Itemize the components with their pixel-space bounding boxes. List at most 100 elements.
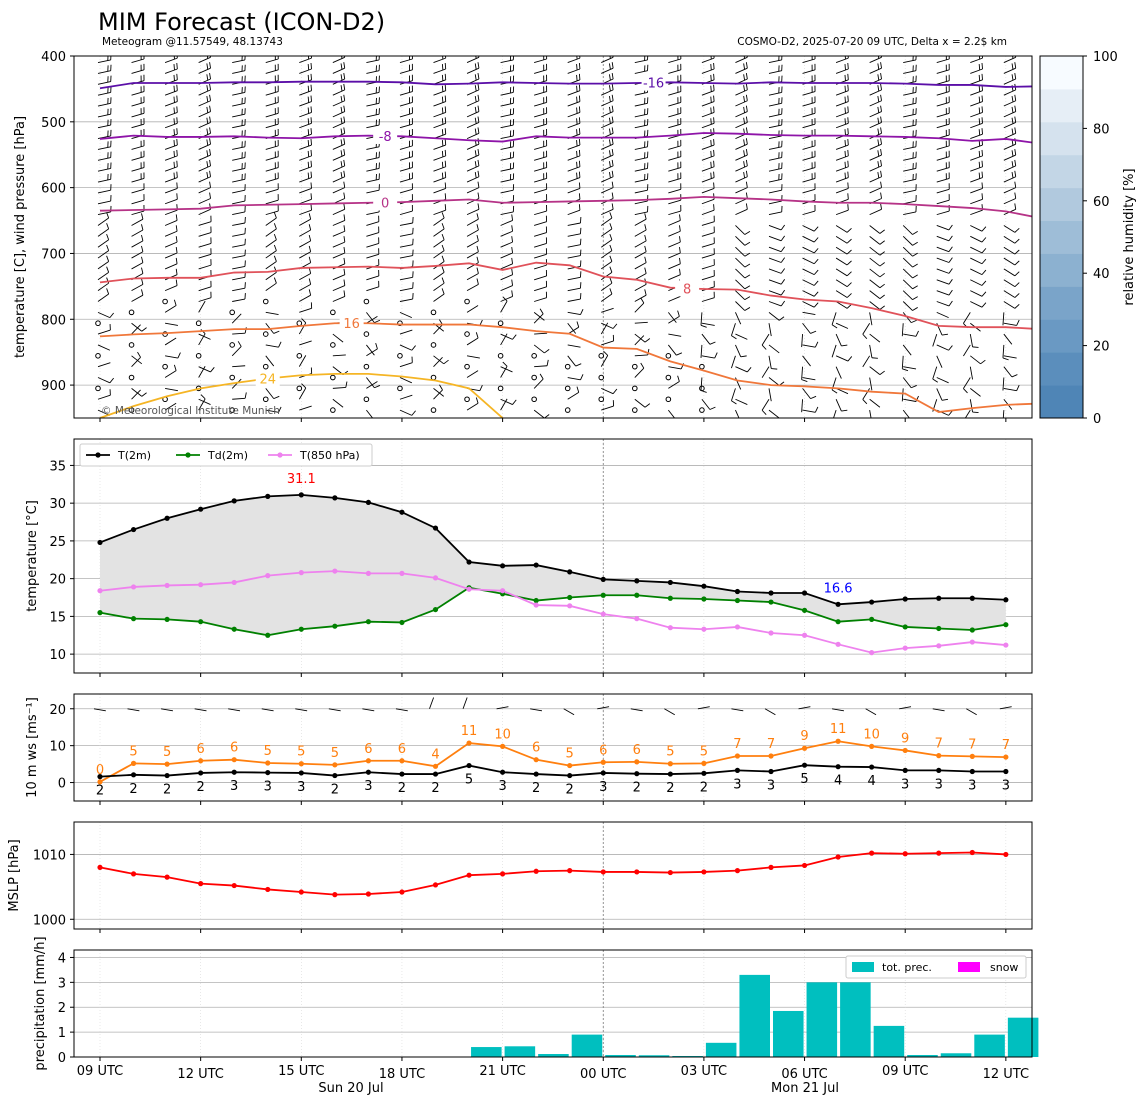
series-point	[399, 620, 404, 625]
isotherm-label: -16	[643, 77, 664, 92]
wind-barb-flag	[579, 63, 580, 69]
wind-barb-flag	[445, 150, 446, 156]
wind-barb-flag	[442, 75, 443, 81]
wind-ytick-label: 0	[58, 777, 66, 792]
wind-barb-flag	[982, 117, 983, 123]
series-point	[936, 643, 941, 648]
series-point	[433, 882, 438, 887]
wind-barb-flag	[1003, 423, 1009, 425]
colorbar-tick-label: 0	[1093, 412, 1101, 427]
wind-barb-flag	[845, 107, 846, 113]
series-point	[198, 881, 203, 886]
gust-value-label: 7	[767, 737, 775, 752]
wind-barb-flag	[848, 139, 849, 145]
gust-value-label: 5	[666, 745, 674, 760]
series-point	[131, 772, 136, 777]
wind-barb-flag	[848, 63, 849, 69]
series-point	[668, 761, 673, 766]
wind-barb-flag	[982, 74, 983, 80]
wind-barb-flag	[714, 96, 715, 102]
wind-barb-flag	[848, 85, 849, 91]
series-point	[1003, 852, 1008, 857]
series-point	[735, 589, 740, 594]
series-point	[903, 645, 908, 650]
wind-barb-flag	[979, 118, 980, 124]
wind-barb-flag	[714, 204, 715, 210]
series-point	[802, 590, 807, 595]
series-point	[366, 500, 371, 505]
wind-barb-flag	[308, 129, 309, 135]
wind-barb-flag	[711, 173, 712, 179]
wind-barb-flag	[577, 64, 578, 70]
series-point	[634, 771, 639, 776]
mean-wind-value-label: 3	[599, 780, 607, 795]
series-point	[534, 602, 539, 607]
mean-wind-value-label: 3	[901, 777, 909, 792]
cross-section-ytick-label: 400	[41, 50, 66, 65]
series-point	[634, 578, 639, 583]
isotherm-label: 24	[259, 373, 276, 388]
colorbar-segment	[1040, 253, 1083, 286]
wind-barb-flag	[714, 172, 715, 178]
legend-label: Td(2m)	[207, 449, 248, 462]
wind-barb-flag	[872, 358, 878, 359]
series-point	[970, 627, 975, 632]
series-point	[802, 608, 807, 613]
gust-value-label: 0	[96, 763, 104, 778]
wind-barb-flag	[311, 74, 312, 80]
cross-section-ytick-label: 800	[41, 313, 66, 328]
chart-title: MIM Forecast (ICON-D2)	[98, 8, 385, 36]
wind-barb-flag	[308, 64, 309, 70]
mslp-frame	[74, 822, 1032, 929]
precipitation-ytick-label: 4	[58, 951, 66, 966]
wind-barb-flag	[445, 182, 446, 188]
series-point	[601, 760, 606, 765]
series-point	[97, 610, 102, 615]
wind-barb-flag	[174, 118, 175, 124]
wind-barb-flag	[577, 75, 578, 81]
wind-barb-flag	[973, 412, 979, 413]
wind-barb-flag	[174, 151, 175, 157]
wind-barb-flag	[308, 173, 309, 179]
series-point	[534, 771, 539, 776]
wind-barb-flag	[577, 140, 578, 146]
gust-value-label: 6	[398, 742, 406, 757]
wind-barb-flag	[714, 182, 715, 188]
series-point	[198, 770, 203, 775]
series-point	[500, 744, 505, 749]
wind-barb-flag	[577, 107, 578, 113]
mean-wind-value-label: 2	[129, 782, 137, 797]
series-point	[768, 753, 773, 758]
wind-barb-flag	[442, 162, 443, 168]
series-point	[466, 559, 471, 564]
wind-barb-flag	[311, 96, 312, 102]
series-point	[433, 607, 438, 612]
legend-label: T(850 hPa)	[299, 449, 360, 462]
precip-bar	[840, 982, 871, 1057]
wind-barb-flag	[848, 52, 849, 58]
wind-barb-flag	[979, 75, 980, 81]
series-point	[299, 627, 304, 632]
series-point	[768, 599, 773, 604]
x-tick-label: 09 UTC	[882, 1064, 928, 1079]
gust-value-label: 5	[297, 745, 305, 760]
series-point	[500, 770, 505, 775]
wind-barb-flag	[714, 74, 715, 80]
wind-barb-flag	[308, 75, 309, 81]
wind-barb-flag	[579, 128, 580, 134]
mean-wind-value-label: 2	[532, 781, 540, 796]
precip-bar	[706, 1043, 737, 1057]
isotherm-label: 16	[343, 317, 360, 332]
series-point	[433, 525, 438, 530]
wind-barb-flag	[311, 117, 312, 123]
series-point	[534, 869, 539, 874]
series-point	[735, 868, 740, 873]
series-point	[500, 588, 505, 593]
series-point	[601, 612, 606, 617]
wind-barb-flag	[845, 151, 846, 157]
gust-value-label: 6	[532, 741, 540, 756]
series-point	[131, 761, 136, 766]
legend-marker	[185, 452, 190, 457]
wind-barb-flag	[177, 52, 178, 58]
series-point	[735, 624, 740, 629]
